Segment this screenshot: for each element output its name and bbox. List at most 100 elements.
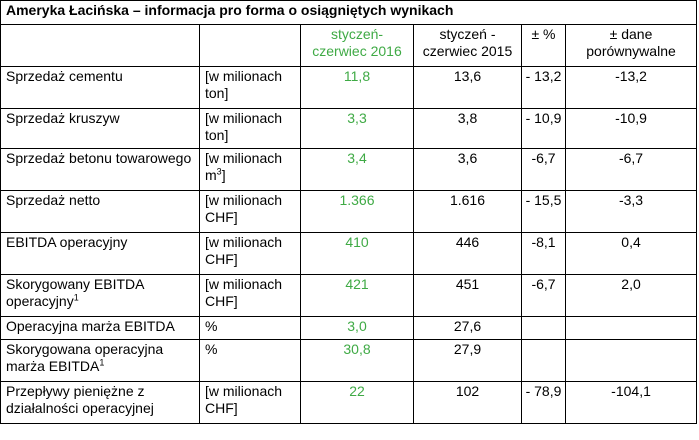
row-comparable-change: -13,2 bbox=[564, 66, 698, 109]
row-value-2015-text: 3,6 bbox=[457, 150, 478, 166]
row-value-2015-text: 27,9 bbox=[453, 341, 482, 357]
table-row: Sprzedaż kruszyw [w milionach ton] 3,3 3,8 -… bbox=[0, 108, 698, 149]
row-value-2016-text: 421 bbox=[345, 276, 369, 292]
row-comparable-change-text: -13,2 bbox=[615, 68, 647, 84]
row-value-2016-text: 1.366 bbox=[339, 192, 375, 208]
row-value-2016: 22 bbox=[300, 381, 414, 424]
table-row: Sprzedaż netto [w milionach CHF] 1.366 1.61… bbox=[0, 190, 698, 233]
row-value-2016-text: 22 bbox=[349, 383, 365, 399]
row-value-2016: 11,8 bbox=[300, 66, 414, 109]
row-name-text: Sprzedaż netto bbox=[6, 192, 101, 208]
row-unit-text: % bbox=[205, 318, 218, 334]
row-value-2015: 446 bbox=[413, 232, 522, 275]
table-row: EBITDA operacyjny [w milionach CHF] 410 446… bbox=[0, 232, 698, 275]
row-unit: [w milionach CHF] bbox=[199, 232, 301, 275]
row-comparable-change-text: 2,0 bbox=[621, 276, 641, 292]
row-unit-text: [w milionach CHF] bbox=[205, 383, 283, 416]
footnote-marker: 1 bbox=[73, 292, 79, 303]
row-percent-change-text: -8,1 bbox=[531, 234, 556, 250]
row-percent-change: - 13,2 bbox=[521, 66, 566, 109]
row-unit-text: [w milionach ton] bbox=[205, 68, 283, 101]
row-unit-text: [w milionach m bbox=[205, 150, 283, 183]
row-percent-change: -6,7 bbox=[521, 274, 566, 317]
row-value-2016-text: 30,8 bbox=[343, 341, 371, 357]
row-value-2015-text: 446 bbox=[455, 234, 480, 250]
row-percent-change-text: - 78,9 bbox=[525, 383, 562, 399]
row-value-2016: 30,8 bbox=[300, 339, 414, 382]
header-row: styczeń-czerwiec 2016 styczeń - czerwiec… bbox=[0, 24, 698, 67]
row-name: Sprzedaż betonu towarowego bbox=[0, 148, 200, 191]
row-name-text: Sprzedaż cementu bbox=[6, 68, 123, 84]
table-row: Skorygowana operacyjna marża EBITDA1% 30,… bbox=[0, 339, 698, 382]
row-unit-text: [w milionach CHF] bbox=[205, 276, 283, 309]
header-comparable-change: ± dane porównywalne bbox=[564, 24, 698, 67]
results-table: Ameryka Łacińska – informacja pro forma … bbox=[0, 0, 698, 424]
row-value-2016-text: 3,3 bbox=[347, 110, 367, 126]
row-name-text: EBITDA operacyjny bbox=[6, 234, 128, 250]
row-value-2015: 3,8 bbox=[413, 108, 522, 149]
table-row: Sprzedaż cementu [w milionach ton] 11,8 13,… bbox=[0, 66, 698, 109]
row-percent-change: - 78,9 bbox=[521, 381, 566, 424]
row-unit: % bbox=[199, 339, 301, 382]
row-value-2016-text: 3,0 bbox=[347, 318, 367, 334]
row-value-2016: 3,0 bbox=[300, 316, 414, 340]
row-comparable-change-text: -10,9 bbox=[615, 110, 647, 126]
row-value-2015-text: 102 bbox=[455, 383, 480, 399]
row-comparable-change: -10,9 bbox=[564, 108, 698, 149]
row-comparable-change bbox=[564, 316, 698, 340]
row-comparable-change-text: -6,7 bbox=[618, 150, 644, 166]
row-unit-text: [w milionach CHF] bbox=[205, 234, 283, 267]
row-percent-change-text: - 10,9 bbox=[525, 110, 562, 126]
row-unit: [w milionach m3] bbox=[199, 148, 301, 191]
row-unit-text: % bbox=[205, 341, 218, 357]
row-name: Skorygowana operacyjna marża EBITDA1 bbox=[0, 339, 200, 382]
row-percent-change: -6,7 bbox=[521, 148, 566, 191]
row-unit: [w milionach CHF] bbox=[199, 381, 301, 424]
row-name-text: Sprzedaż betonu towarowego bbox=[6, 150, 192, 166]
row-value-2015-text: 1.616 bbox=[449, 192, 486, 208]
row-comparable-change bbox=[564, 339, 698, 382]
row-value-2015-text: 451 bbox=[455, 276, 480, 292]
row-comparable-change: -6,7 bbox=[564, 148, 698, 191]
row-comparable-change: 2,0 bbox=[564, 274, 698, 317]
row-name-text: Przepływy pieniężne z działalności opera… bbox=[6, 383, 154, 416]
row-comparable-change-text: 0,4 bbox=[621, 234, 641, 250]
row-value-2015: 3,6 bbox=[413, 148, 522, 191]
row-comparable-change: 0,4 bbox=[564, 232, 698, 275]
row-unit: [w milionach CHF] bbox=[199, 190, 301, 233]
table-row: Przepływy pieniężne z działalności opera… bbox=[0, 381, 698, 424]
row-value-2016: 1.366 bbox=[300, 190, 414, 233]
row-name: Przepływy pieniężne z działalności opera… bbox=[0, 381, 200, 424]
row-name: Operacyjna marża EBITDA bbox=[0, 316, 200, 340]
row-unit: [w milionach ton] bbox=[199, 66, 301, 109]
row-value-2016-text: 410 bbox=[345, 234, 369, 250]
row-unit-text: [w milionach CHF] bbox=[205, 192, 283, 225]
row-value-2015-text: 13,6 bbox=[453, 68, 482, 84]
row-name: Skorygowany EBITDA operacyjny1 bbox=[0, 274, 200, 317]
footnote-marker: 1 bbox=[99, 357, 105, 368]
row-unit: [w milionach CHF] bbox=[199, 274, 301, 317]
row-value-2016: 3,4 bbox=[300, 148, 414, 191]
row-unit-text: [w milionach ton] bbox=[205, 110, 283, 143]
row-value-2015: 27,9 bbox=[413, 339, 522, 382]
row-percent-change-text: - 13,2 bbox=[525, 68, 562, 84]
row-percent-change: - 10,9 bbox=[521, 108, 566, 149]
row-comparable-change: -104,1 bbox=[564, 381, 698, 424]
row-percent-change: - 15,5 bbox=[521, 190, 566, 233]
row-unit: [w milionach ton] bbox=[199, 108, 301, 149]
row-value-2016-text: 11,8 bbox=[343, 68, 371, 84]
header-empty-unit bbox=[199, 24, 301, 67]
row-name-text: Skorygowana operacyjna marża EBITDA bbox=[6, 341, 164, 374]
row-name-text: Skorygowany EBITDA operacyjny bbox=[6, 276, 144, 309]
table-row: Operacyjna marża EBITDA% 3,0 27,6 bbox=[0, 316, 698, 340]
table-title: Ameryka Łacińska – informacja pro forma … bbox=[0, 0, 698, 25]
row-percent-change bbox=[521, 339, 566, 382]
row-value-2015: 451 bbox=[413, 274, 522, 317]
row-name-text: Operacyjna marża EBITDA bbox=[6, 318, 175, 334]
row-name: Sprzedaż netto bbox=[0, 190, 200, 233]
row-percent-change: -8,1 bbox=[521, 232, 566, 275]
row-value-2015: 102 bbox=[413, 381, 522, 424]
row-percent-change bbox=[521, 316, 566, 340]
header-2016: styczeń-czerwiec 2016 bbox=[300, 24, 414, 67]
row-name: Sprzedaż kruszyw bbox=[0, 108, 200, 149]
